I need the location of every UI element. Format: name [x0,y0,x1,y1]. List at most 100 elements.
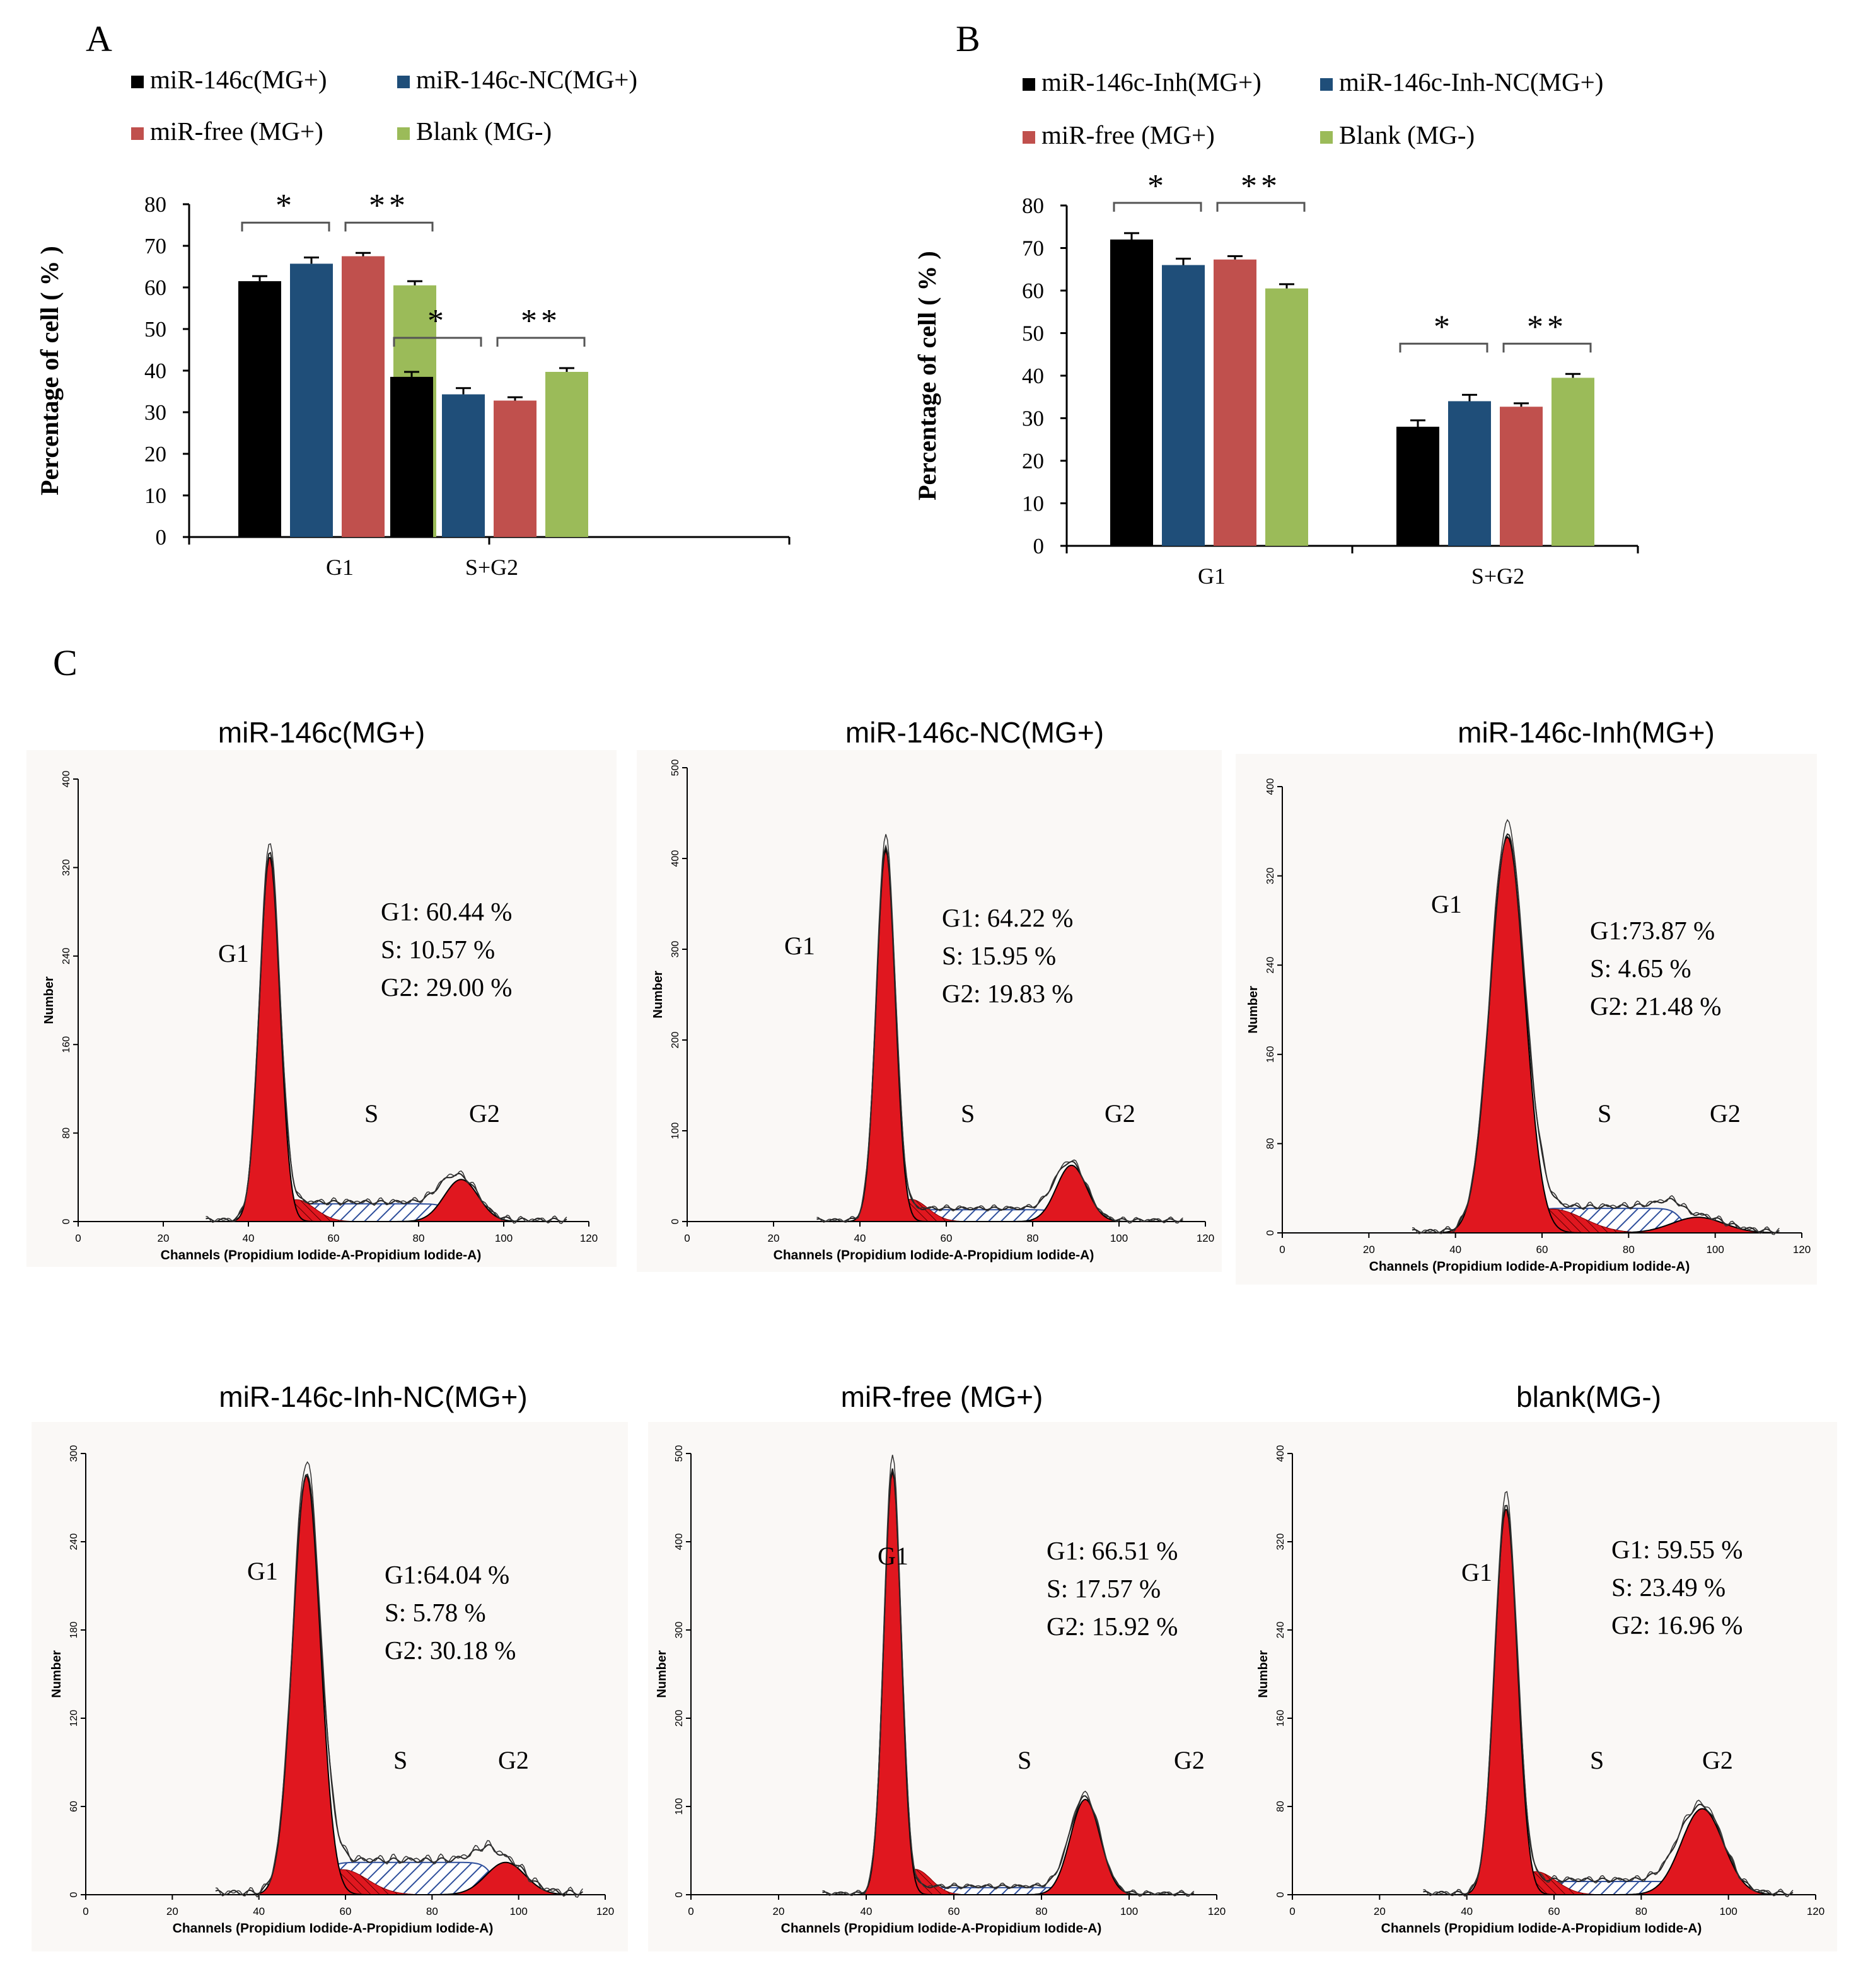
phase-percentage: G2: 15.92 % [1047,1612,1178,1641]
x-tick-label: 20 [1374,1905,1386,1917]
y-axis-label: Number [651,971,665,1019]
phase-percentage: G2: 29.00 % [381,973,512,1002]
x-tick-label: 0 [83,1905,88,1917]
bar [1552,378,1594,546]
y-tick-label: 500 [670,760,681,777]
y-tick-label: 300 [674,1622,685,1639]
histogram-plot: miR-146c-NC(MG+) 0 100 200 300 400 500 0 20 40 60 8… [637,716,1222,1272]
y-tick-label: 200 [670,1032,681,1049]
y-tick-label: 240 [1265,957,1276,974]
g2-peak-area [216,1861,583,1895]
y-tick-label: 10 [1022,492,1044,516]
legend-swatch [397,127,410,140]
g2-peak-area [206,1179,567,1222]
x-tick-label: 80 [426,1905,438,1917]
legend-swatch [1023,131,1035,144]
plot-background [1242,1422,1837,1951]
bar-chart-b: miR-146c-Inh(MG+) miR-146c-Inh-NC(MG+) miR… [913,67,1639,589]
phase-percentage: G2: 21.48 % [1590,991,1721,1020]
x-axis-label: Channels (Propidium Iodide-A-Propidium I… [1369,1259,1690,1274]
x-tick-label: 40 [253,1905,265,1917]
y-tick-label: 300 [69,1445,79,1462]
x-tick-label: 120 [1208,1905,1226,1917]
x-tick-label: 20 [158,1232,170,1244]
panel-label-b: B [956,18,980,59]
y-tick-label: 40 [1022,364,1044,388]
legend-label: miR-146c(MG+) [150,65,327,94]
fit-histogram-line [1412,819,1780,1235]
x-tick-label: 40 [243,1232,255,1244]
y-tick-label: 400 [674,1534,685,1551]
x-tick-label: 80 [1635,1905,1647,1917]
legend-swatch [1320,78,1333,91]
g2-phase-label: G2 [1702,1746,1733,1774]
histogram-plot: miR-146c-Inh(MG+) 0 80 160 240 320 400 0 20 40 60 8… [1236,716,1817,1285]
legend-label: miR-146c-Inh-NC(MG+) [1339,67,1603,96]
y-tick-label: 60 [144,275,166,300]
g2-phase-label: G2 [498,1746,529,1774]
x-tick-label: 40 [1449,1244,1461,1256]
x-tick-label: 40 [861,1905,873,1917]
histogram-plot: miR-146c-Inh-NC(MG+) 0 60 120 180 240 300 0 20 40… [32,1380,628,1951]
y-tick-label: 100 [670,1123,681,1140]
y-tick-label: 0 [1033,534,1045,558]
x-tick-label: 80 [1027,1232,1039,1244]
legend-label: miR-free (MG+) [1041,120,1215,149]
x-tick-label: 20 [773,1905,785,1917]
y-tick-label: 400 [1265,778,1276,795]
g2-phase-label: G2 [1105,1099,1135,1128]
significance-marker: * [276,188,296,224]
fit-histogram-line [822,1454,1195,1897]
y-tick-label: 0 [61,1218,72,1224]
s-phase-label: S [1598,1099,1611,1128]
histogram-title: blank(MG-) [1516,1380,1661,1413]
x-axis-label: Channels (Propidium Iodide-A-Propidium I… [161,1248,482,1263]
y-tick-label: 20 [144,442,166,466]
x-axis-label: Channels (Propidium Iodide-A-Propidium I… [173,1921,494,1936]
y-tick-label: 0 [69,1892,79,1897]
y-tick-label: 0 [674,1892,685,1897]
y-tick-label: 180 [69,1622,79,1639]
phase-percentage: G2: 16.96 % [1611,1610,1743,1639]
x-tick-label: 0 [688,1905,693,1917]
s-phase-label: S [1018,1746,1031,1774]
bar-chart-a: miR-146c(MG+) miR-146c-NC(MG+) miR-free (M… [35,65,791,580]
phase-percentage: G1: 59.55 % [1611,1535,1743,1564]
x-tick-label: 120 [1197,1232,1214,1244]
y-tick-label: 160 [61,1036,72,1053]
g1-phase-label: G1 [878,1542,908,1570]
significance-bracket [1502,342,1592,353]
g1-phase-label: G1 [247,1557,278,1585]
x-tick-label: 60 [328,1232,340,1244]
histogram-title: miR-146c(MG+) [218,716,425,749]
y-tick-label: 320 [1265,867,1276,884]
y-tick-label: 80 [1275,1801,1286,1812]
y-tick-label: 80 [1022,194,1044,218]
y-tick-label: 30 [1022,407,1044,431]
y-tick-label: 20 [1022,449,1044,473]
y-tick-label: 0 [1265,1230,1276,1235]
fit-histogram-line [816,834,1183,1224]
legend-label: Blank (MG-) [416,117,552,146]
y-tick-label: 320 [1275,1534,1286,1551]
phase-percentage: G1:64.04 % [385,1560,509,1589]
significance-bracket [344,221,434,232]
x-axis-label: Channels (Propidium Iodide-A-Propidium I… [781,1921,1102,1936]
histogram-plot: blank(MG-) 0 80 160 240 320 400 0 20 40 60 80 100 120… [1242,1380,1837,1951]
legend-label: Blank (MG-) [1339,120,1475,149]
significance-marker: ** [1241,168,1281,204]
y-tick-label: 70 [1022,236,1044,261]
y-tick-label: 80 [144,192,166,217]
y-tick-label: 70 [144,234,166,258]
phase-percentage: S: 23.49 % [1611,1573,1726,1602]
bar [342,256,385,537]
significance-bracket [241,221,330,232]
significance-bracket [1399,342,1488,353]
phase-percentage: G1:73.87 % [1590,916,1715,945]
g2-phase-label: G2 [469,1099,500,1128]
significance-marker: ** [1527,309,1567,345]
y-tick-label: 60 [69,1801,79,1812]
y-tick-label: 0 [156,525,167,550]
s-phase-label: S [364,1099,378,1128]
